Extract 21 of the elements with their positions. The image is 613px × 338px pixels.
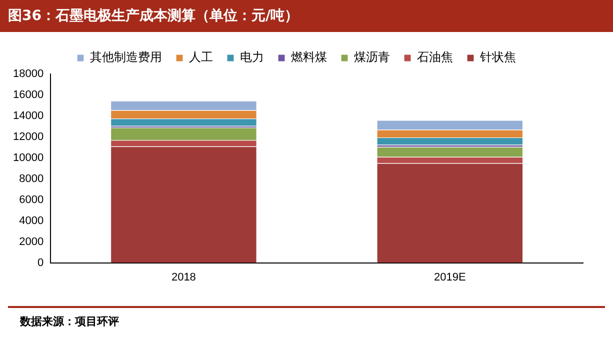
legend-label: 针状焦 (479, 50, 516, 64)
y-tick-label: 12000 (12, 130, 44, 143)
legend-label: 电力 (240, 50, 264, 64)
y-tick-label: 0 (37, 256, 44, 269)
x-tick-label: 2018 (171, 271, 196, 284)
legend-label: 人工 (189, 50, 213, 64)
y-tick-label: 6000 (19, 194, 44, 206)
x-tick-label: 2019E (434, 271, 466, 284)
chart-title: 图36：石墨电极生产成本测算（单位：元/吨） (0, 0, 613, 32)
source-note: 数据来源：项目环评 (20, 314, 120, 329)
legend-label: 石油焦 (417, 50, 453, 64)
y-tick-label: 16000 (12, 89, 44, 102)
y-tick-label: 10000 (12, 152, 44, 164)
legend-label: 燃料煤 (291, 50, 327, 64)
y-tick-label: 18000 (12, 68, 44, 80)
y-tick-label: 8000 (19, 172, 44, 185)
y-tick-label: 14000 (12, 110, 44, 122)
y-tick-label: 4000 (19, 214, 44, 227)
legend-label: 煤沥青 (354, 50, 390, 64)
y-tick-label: 2000 (19, 236, 44, 248)
legend-label: 其他制造费用 (90, 50, 162, 64)
